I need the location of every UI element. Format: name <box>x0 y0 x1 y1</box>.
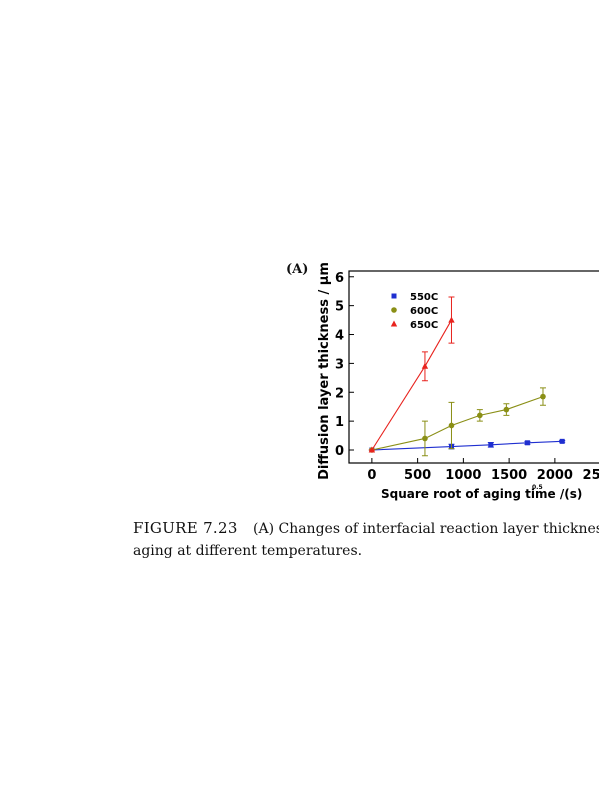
x-axis-label: Square root of aging time /(s) <box>381 487 582 501</box>
marker <box>488 442 494 448</box>
legend-marker <box>391 307 397 313</box>
caption-text: (A) Changes of interfacial reaction laye… <box>253 521 599 537</box>
caption-label: FIGURE 7.23 <box>133 519 238 537</box>
x-tick-label: 500 <box>404 468 431 483</box>
marker <box>448 316 455 323</box>
marker <box>477 412 483 419</box>
legend-label: 550C <box>410 292 438 303</box>
marker <box>368 446 376 453</box>
legend-label: 600C <box>410 306 438 317</box>
x-tick-label: 1000 <box>445 468 481 483</box>
x-tick-label: 2000 <box>537 468 573 483</box>
marker <box>559 438 565 444</box>
x-tick-label: 1500 <box>491 468 527 483</box>
panel-label: (A) <box>286 262 308 277</box>
y-tick-label: 2 <box>335 386 344 401</box>
y-tick-label: 5 <box>335 300 344 315</box>
x-tick-label: 2500 <box>583 468 599 483</box>
legend-marker <box>391 293 397 299</box>
marker <box>422 435 428 442</box>
legend-label: 650C <box>410 320 438 331</box>
y-axis-label: Diffusion layer thickness / μm <box>317 262 332 480</box>
caption-text: aging at different temperatures. <box>133 543 362 559</box>
marker <box>503 406 510 413</box>
series-line <box>371 440 563 451</box>
series-line <box>371 319 452 451</box>
marker <box>448 422 455 429</box>
x-tick-label: 0 <box>367 468 376 483</box>
plot-frame <box>348 270 599 464</box>
x-axis-label-exponent: 0.5 <box>532 484 543 491</box>
series-line <box>371 396 544 451</box>
y-tick-label: 3 <box>335 357 344 372</box>
marker <box>524 440 530 446</box>
legend-marker <box>390 320 398 327</box>
marker <box>421 362 429 369</box>
y-tick-label: 4 <box>335 329 344 344</box>
marker <box>540 393 546 400</box>
y-tick-label: 0 <box>335 444 344 459</box>
y-tick-label: 1 <box>335 415 344 430</box>
y-tick-label: 6 <box>335 271 344 286</box>
